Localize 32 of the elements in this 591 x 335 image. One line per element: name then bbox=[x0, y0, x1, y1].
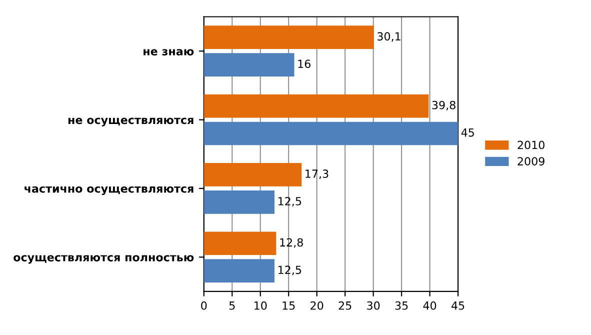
bar bbox=[204, 94, 429, 118]
y-tick-label: не осуществляются bbox=[68, 118, 194, 126]
bar bbox=[204, 190, 274, 214]
data-label: 17,3 bbox=[306, 170, 328, 180]
bar bbox=[204, 232, 276, 256]
x-tick-label: 15 bbox=[282, 302, 295, 310]
x-tick-label: 0 bbox=[201, 301, 207, 310]
x-tick-label: 5 bbox=[229, 302, 235, 310]
y-tick-label: осуществляются полностью bbox=[14, 255, 194, 264]
data-label: 39,8 bbox=[432, 100, 456, 110]
y-tick-label: не знаю bbox=[144, 49, 194, 56]
data-label: 45 bbox=[461, 128, 474, 137]
x-tick-label: 35 bbox=[395, 301, 408, 310]
bar bbox=[204, 259, 274, 283]
x-tick-label: 30 bbox=[367, 301, 380, 310]
legend-label: 2010 bbox=[518, 140, 544, 150]
data-label: 12,8 bbox=[280, 238, 303, 248]
bar bbox=[204, 26, 374, 50]
data-label: 16 bbox=[298, 60, 310, 68]
x-tick-label: 20 bbox=[310, 301, 324, 310]
data-label: 30,1 bbox=[378, 32, 400, 42]
legend-label: 2009 bbox=[518, 157, 544, 166]
bar bbox=[204, 53, 294, 76]
y-tick-label: частично осуществляются bbox=[24, 186, 194, 196]
x-tick-label: 45 bbox=[452, 302, 464, 310]
x-tick-label: 25 bbox=[338, 301, 352, 310]
x-tick-label: 10 bbox=[254, 301, 267, 310]
data-label: 12,5 bbox=[278, 196, 302, 207]
data-label: 12,5 bbox=[278, 266, 302, 276]
bar bbox=[204, 163, 302, 186]
x-tick-label: 40 bbox=[423, 301, 436, 310]
bar bbox=[204, 122, 458, 146]
